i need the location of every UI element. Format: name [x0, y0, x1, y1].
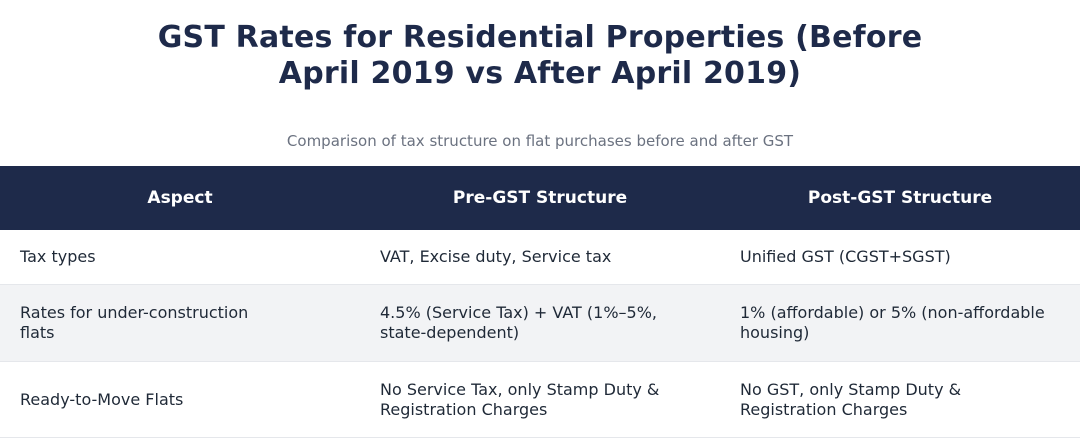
column-header-aspect: Aspect	[0, 166, 360, 230]
table-row: Rates for under-construction flats 4.5% …	[0, 284, 1080, 362]
cell-aspect: Tax types	[0, 230, 360, 285]
page-subtitle: Comparison of tax structure on flat purc…	[286, 132, 794, 150]
table-header-row: Aspect Pre-GST Structure Post-GST Struct…	[0, 166, 1080, 230]
cell-pre-gst: VAT, Excise duty, Service tax	[360, 230, 720, 285]
table-row: Tax types VAT, Excise duty, Service tax …	[0, 230, 1080, 285]
cell-post-gst: 1% (affordable) or 5% (non-affordable ho…	[720, 284, 1080, 362]
cell-aspect: Rates for under-construction flats	[0, 284, 360, 362]
cell-post-gst: Unified GST (CGST+SGST)	[720, 230, 1080, 285]
cell-pre-gst: No Service Tax, only Stamp Duty & Regist…	[360, 361, 720, 438]
column-header-pre-gst: Pre-GST Structure	[360, 166, 720, 230]
cell-aspect: Ready-to-Move Flats	[0, 361, 360, 438]
cell-pre-gst: 4.5% (Service Tax) + VAT (1%–5%, state-d…	[360, 284, 720, 362]
page-title: GST Rates for Residential Properties (Be…	[0, 0, 1080, 92]
gst-comparison-table: Aspect Pre-GST Structure Post-GST Struct…	[0, 166, 1080, 438]
page-title-line-2: April 2019 vs After April 2019)	[278, 56, 802, 91]
column-header-post-gst: Post-GST Structure	[720, 166, 1080, 230]
cell-post-gst: No GST, only Stamp Duty & Registration C…	[720, 361, 1080, 438]
table-row: Ready-to-Move Flats No Service Tax, only…	[0, 361, 1080, 438]
page-title-line-1: GST Rates for Residential Properties (Be…	[157, 20, 923, 55]
